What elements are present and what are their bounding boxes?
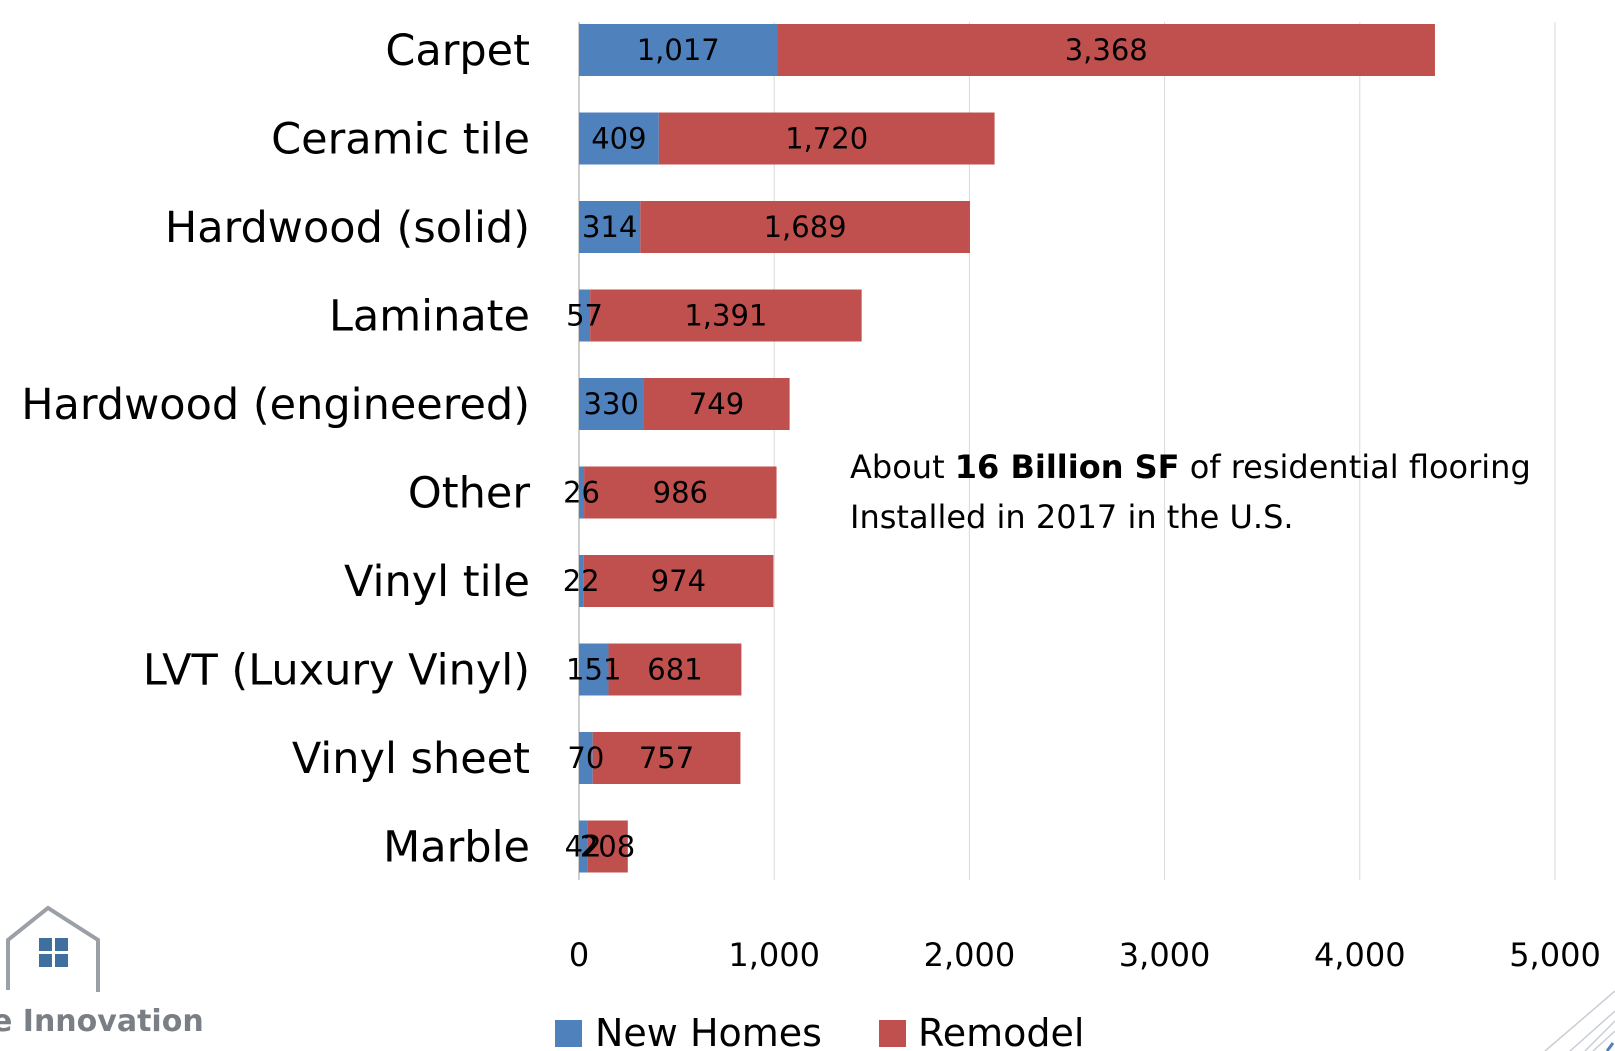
chart-legend: New Homes Remodel [555,1011,1084,1051]
x-tick-label-2000: 2,000 [924,936,1016,974]
chart-bars [579,24,1435,873]
data-label-remodel-0: 3,368 [1065,33,1148,67]
chart-category-labels: Carpet Ceramic tile Hardwood (solid) Lamina… [21,26,530,873]
bar-new-homes-5 [579,466,585,519]
house-logo-icon [6,905,100,992]
bar-remodel-2 [640,201,970,253]
bar-new-homes-7 [579,643,609,696]
x-tick-label-4000: 4,000 [1314,936,1406,974]
data-label-new-homes-0: 1,017 [637,33,720,67]
bar-remodel-8 [592,732,741,784]
data-label-remodel-4: 749 [689,387,744,421]
chart-annotation: About 16 Billion SF of residential floor… [850,442,1610,542]
bar-new-homes-8 [579,732,593,784]
bar-remodel-0 [777,24,1435,76]
data-label-new-homes-7: 151 [566,653,621,687]
bar-new-homes-3 [579,289,591,342]
bar-remodel-4 [643,378,790,430]
data-label-remodel-2: 1,689 [764,210,847,244]
annotation-line-2: Installed in 2017 in the U.S. [850,498,1294,536]
data-label-remodel-1: 1,720 [785,122,868,156]
bar-remodel-3 [590,289,862,342]
bar-new-homes-6 [579,555,584,607]
category-label-7: LVT (Luxury Vinyl) [143,646,530,696]
data-label-remodel-7: 681 [647,653,702,687]
data-label-remodel-9: 208 [580,830,635,864]
x-tick-label-1000: 1,000 [728,936,820,974]
category-label-1: Ceramic tile [271,115,530,165]
data-label-new-homes-5: 26 [563,476,600,510]
logo-text: e Innovation [0,1004,204,1039]
legend-label-new-homes: New Homes [595,1011,822,1051]
data-label-new-homes-1: 409 [591,122,646,156]
data-label-new-homes-3: 57 [566,299,603,333]
legend-swatch-remodel [879,1020,906,1047]
category-label-8: Vinyl sheet [292,734,530,784]
data-label-remodel-3: 1,391 [684,299,767,333]
data-label-new-homes-2: 314 [582,210,637,244]
bar-new-homes-1 [579,112,659,165]
data-label-new-homes-8: 70 [567,741,604,775]
bar-new-homes-9 [579,820,588,873]
data-label-new-homes-9: 42 [565,830,602,864]
corner-decoration-icon [1544,990,1615,1051]
bar-remodel-5 [584,466,777,519]
data-label-new-homes-6: 22 [563,564,600,598]
annotation-line-1: About 16 Billion SF of residential floor… [850,442,1610,492]
legend-swatch-new-homes [555,1020,582,1047]
category-label-6: Vinyl tile [344,557,530,607]
x-tick-label-0: 0 [569,936,589,974]
category-label-5: Other [408,469,530,519]
category-label-4: Hardwood (engineered) [21,380,530,430]
bar-remodel-1 [658,112,995,165]
bar-remodel-6 [583,555,774,607]
bar-remodel-7 [608,643,742,696]
data-label-remodel-5: 986 [653,476,708,510]
annotation-prefix: About [850,448,955,486]
bar-remodel-9 [587,820,628,873]
data-label-remodel-6: 974 [651,564,706,598]
chart-data-labels: 1,017 3,368 409 1,720 314 1,689 57 1,391 330 749 2… [563,33,1148,864]
category-label-3: Laminate [329,292,530,342]
category-label-0: Carpet [385,26,530,76]
bar-new-homes-0 [579,24,778,76]
x-tick-label-3000: 3,000 [1119,936,1211,974]
x-tick-label-5000: 5,000 [1509,936,1601,974]
data-label-new-homes-4: 330 [584,387,639,421]
category-label-9: Marble [383,823,530,873]
chart-x-tick-labels: 0 1,000 2,000 3,000 4,000 5,000 [569,936,1601,974]
legend-label-remodel: Remodel [918,1011,1084,1051]
annotation-suffix: of residential flooring [1179,448,1531,486]
annotation-bold: 16 Billion SF [954,448,1180,486]
bar-new-homes-2 [579,201,641,253]
bar-new-homes-4 [579,378,644,430]
data-label-remodel-8: 757 [639,741,694,775]
category-label-2: Hardwood (solid) [165,203,530,253]
